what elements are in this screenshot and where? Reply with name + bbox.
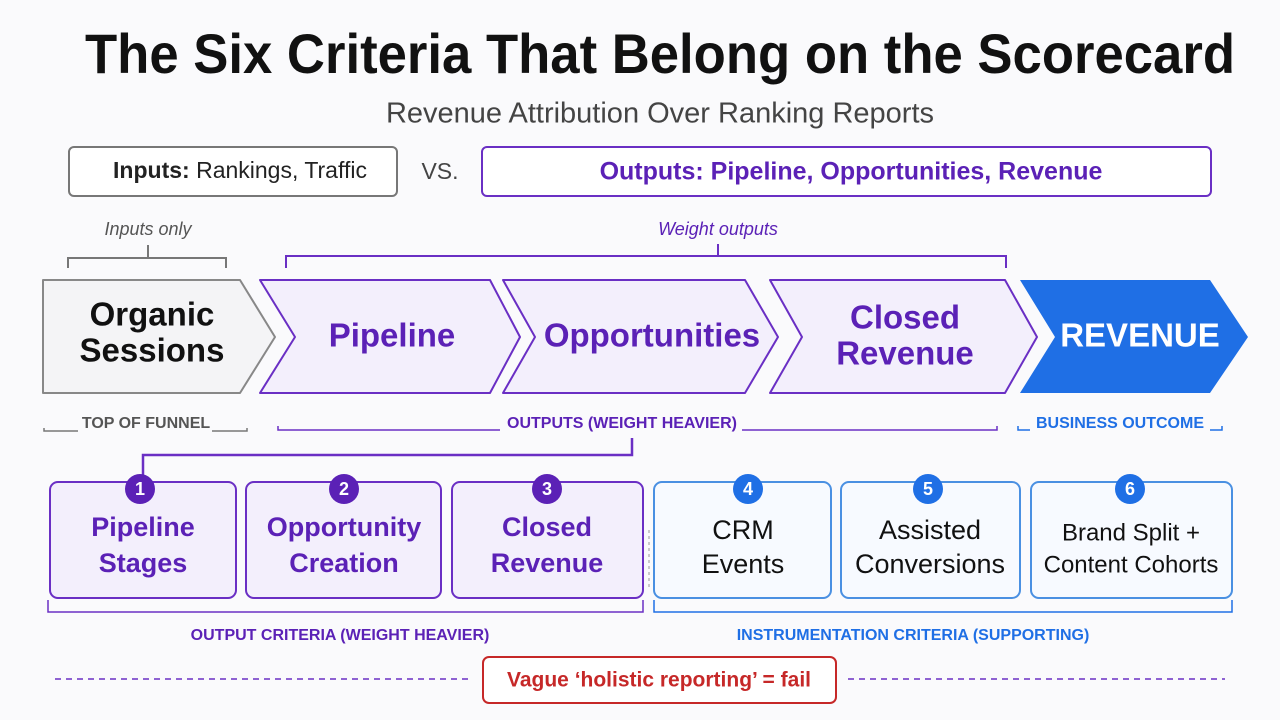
outputs-bracket xyxy=(285,244,1007,268)
stage-label: Organic xyxy=(90,296,215,333)
stage-label: REVENUE xyxy=(1060,317,1220,354)
criterion-label: Conversions xyxy=(855,549,1005,579)
inputs-list: Rankings, Traffic xyxy=(196,157,367,183)
number-badge xyxy=(532,474,562,504)
criteria-group-label: INSTRUMENTATION CRITERIA (SUPPORTING) xyxy=(737,627,1090,644)
stage-label: Pipeline xyxy=(329,317,456,354)
number-badge xyxy=(125,474,155,504)
number: 5 xyxy=(923,479,933,499)
inputs-bracket xyxy=(67,245,227,268)
warning-text: Vague ‘holistic reporting’ = fail xyxy=(507,669,811,692)
group-rule xyxy=(43,428,248,432)
stage-chevron xyxy=(1020,280,1248,393)
criterion-label: Revenue xyxy=(491,548,604,578)
criteria-bracket xyxy=(47,600,644,613)
group-label: TOP OF FUNNEL xyxy=(82,415,211,432)
stage-label: Closed xyxy=(850,299,960,336)
stage-label: Sessions xyxy=(80,332,225,369)
group-rule xyxy=(277,426,998,431)
number: 6 xyxy=(1125,479,1135,499)
group-label: BUSINESS OUTCOME xyxy=(1036,415,1204,432)
criteria-bracket xyxy=(653,600,1233,613)
criterion-label: Closed xyxy=(502,512,592,542)
criterion-label: Opportunity xyxy=(267,512,421,542)
stage-chevron xyxy=(42,279,276,394)
number: 3 xyxy=(542,479,552,499)
criterion-label: Assisted xyxy=(879,515,981,545)
inputs-box xyxy=(68,146,398,197)
outputs-text: Outputs: Pipeline, Opportunities, Revenu… xyxy=(600,158,1103,186)
criterion-label: Events xyxy=(702,549,785,579)
number-badge xyxy=(329,474,359,504)
stage-chevron xyxy=(769,279,1038,394)
criterion-label: Creation xyxy=(289,548,399,578)
inputs-text: Inputs: Rankings, Traffic xyxy=(113,157,367,183)
stage-chevron xyxy=(259,279,521,394)
number-badge xyxy=(913,474,943,504)
number-badge xyxy=(733,474,763,504)
warning-box xyxy=(482,656,837,704)
outputs-bracket-label: Weight outputs xyxy=(658,219,778,239)
criterion-label: Content Cohorts xyxy=(1044,551,1219,578)
subtitle: Revenue Attribution Over Ranking Reports xyxy=(386,98,934,130)
group-label: OUTPUTS (WEIGHT HEAVIER) xyxy=(507,415,737,432)
criterion-label: CRM xyxy=(712,515,774,545)
number: 4 xyxy=(743,479,753,499)
criterion-label: Stages xyxy=(99,548,188,578)
vs: VS. xyxy=(421,158,458,184)
title: The Six Criteria That Belong on the Scor… xyxy=(85,22,1235,85)
group-rule xyxy=(1017,426,1223,431)
connector xyxy=(141,438,634,476)
criteria-group-label: OUTPUT CRITERIA (WEIGHT HEAVIER) xyxy=(191,627,490,644)
number: 2 xyxy=(339,479,349,499)
inputs-bracket-label: Inputs only xyxy=(104,219,192,239)
outputs-box xyxy=(481,146,1212,197)
inputs-label: Inputs: xyxy=(113,157,190,183)
number: 1 xyxy=(135,479,145,499)
stage-label: Opportunities xyxy=(544,317,760,354)
number-badge xyxy=(1115,474,1145,504)
criterion-label: Pipeline xyxy=(91,512,195,542)
stage-label: Revenue xyxy=(836,335,974,372)
stage-chevron xyxy=(502,279,779,394)
criteria: 1 2 3 4 5 6 Pipeline Stages Opportunity … xyxy=(49,474,1233,599)
criterion-label: Brand Split + xyxy=(1062,519,1200,546)
